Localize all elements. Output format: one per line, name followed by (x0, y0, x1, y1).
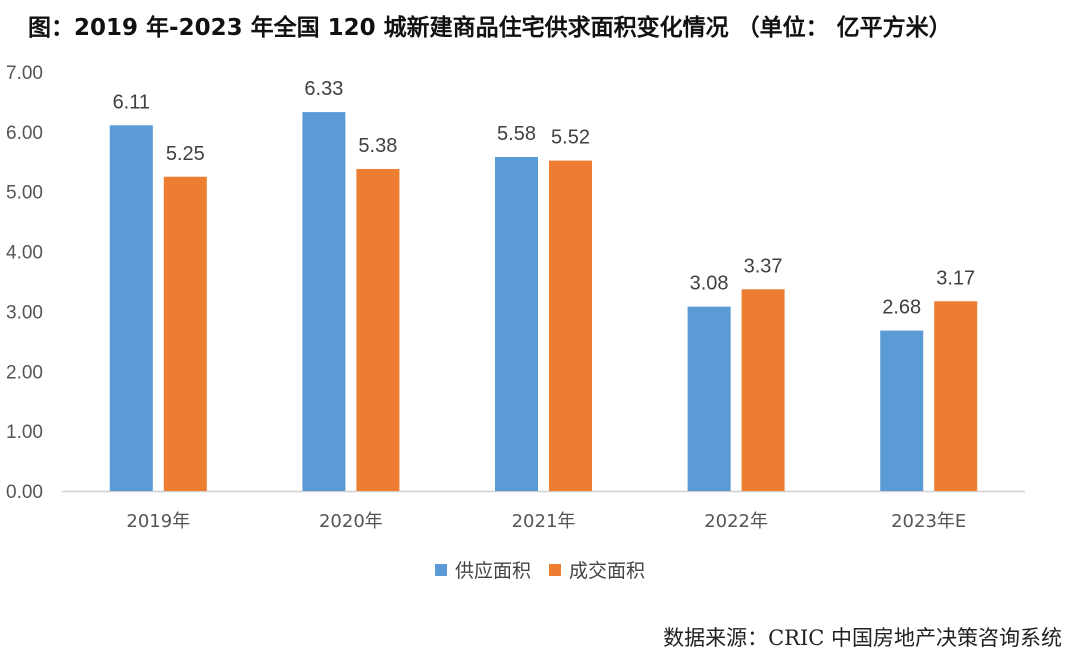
data-label-deal: 3.37 (744, 255, 783, 277)
y-tick-label: 2.00 (6, 362, 43, 383)
data-label-supply: 5.58 (497, 123, 536, 145)
y-tick-label: 5.00 (6, 183, 43, 204)
y-tick-label: 3.00 (6, 302, 43, 323)
data-label-deal: 3.17 (936, 267, 975, 289)
data-label-deal: 5.38 (358, 135, 397, 157)
y-tick-label: 6.00 (6, 123, 43, 144)
data-label-supply: 6.11 (113, 91, 150, 113)
bar-deal[interactable] (934, 301, 977, 491)
bar-supply[interactable] (110, 125, 153, 491)
y-tick-label: 1.00 (6, 422, 43, 443)
x-tick-label: 2021年 (512, 511, 576, 532)
legend-swatch-deal (549, 564, 561, 576)
x-tick-label: 2020年 (319, 511, 383, 532)
bar-deal[interactable] (164, 177, 207, 491)
x-tick-label: 2023年E (891, 511, 966, 532)
data-label-supply: 2.68 (882, 297, 921, 319)
data-label-deal: 5.25 (166, 143, 205, 165)
bar-deal[interactable] (356, 169, 399, 491)
data-label-deal: 5.52 (551, 127, 590, 149)
bar-deal[interactable] (549, 161, 592, 491)
legend-swatch-supply (435, 564, 447, 576)
bar-series (110, 112, 977, 491)
x-axis: 2019年 2020年 2021年 2022年 2023年E (62, 492, 1025, 533)
legend-label-supply: 供应面积 (455, 556, 531, 583)
y-tick-label: 0.00 (6, 482, 43, 503)
bar-supply[interactable] (688, 307, 731, 491)
y-axis: 0.00 1.00 2.00 3.00 4.00 5.00 6.00 7.00 (6, 63, 43, 503)
y-tick-label: 4.00 (6, 243, 43, 264)
x-tick-label: 2019年 (126, 511, 190, 532)
source-note: 数据来源：CRIC 中国房地产决策咨询系统 (663, 622, 1062, 652)
y-tick-label: 7.00 (6, 63, 43, 84)
legend-label-deal: 成交面积 (569, 556, 645, 583)
data-label-supply: 3.08 (690, 273, 729, 295)
bar-supply[interactable] (302, 112, 345, 491)
bar-deal[interactable] (742, 289, 785, 491)
x-tick-label: 2022年 (704, 511, 768, 532)
bar-supply[interactable] (495, 157, 538, 491)
data-label-supply: 6.33 (304, 78, 343, 100)
legend-item-supply[interactable]: 供应面积 (435, 556, 531, 583)
data-labels: 6.11 5.25 6.33 5.38 5.58 5.52 3.08 3.37 2.68 3.17 (113, 78, 976, 318)
bar-supply[interactable] (880, 331, 923, 491)
legend-item-deal[interactable]: 成交面积 (549, 556, 645, 583)
legend: 供应面积 成交面积 (0, 556, 1080, 583)
